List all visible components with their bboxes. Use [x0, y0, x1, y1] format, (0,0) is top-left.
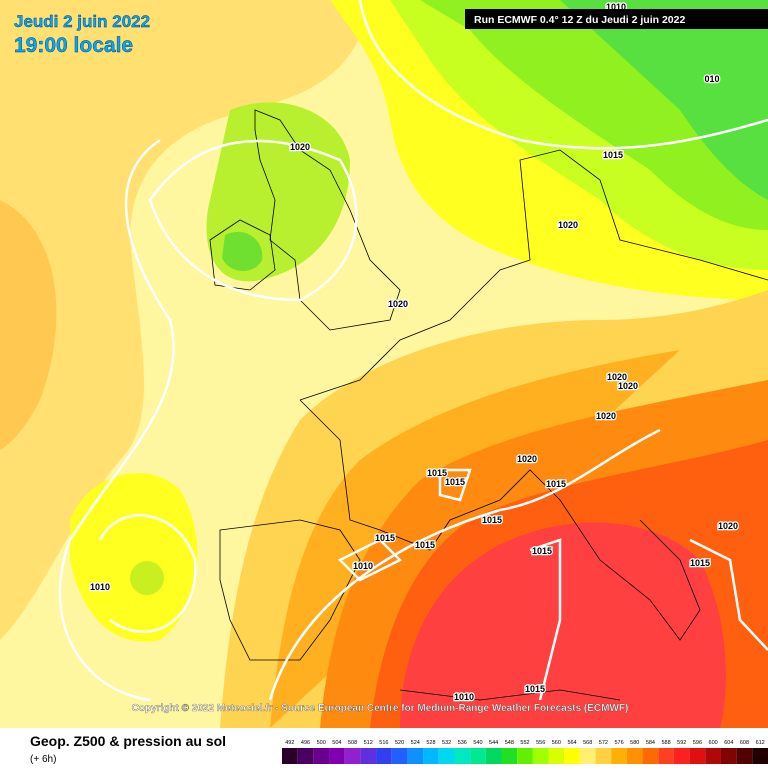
isobar-label: 1015 — [546, 479, 566, 489]
scale-label: 592 — [677, 740, 686, 746]
scale-label: 612 — [756, 740, 765, 746]
isobar-label: 1010 — [353, 561, 373, 571]
scale-label: 508 — [348, 740, 357, 746]
isobar-labels: 1010010102010151020102010201020102010201… — [89, 1, 740, 704]
scale-label: 596 — [693, 740, 702, 746]
scale-label: 544 — [489, 740, 498, 746]
isobar-label: 010 — [704, 74, 719, 84]
scale-swatch — [391, 748, 408, 764]
scale-label: 576 — [614, 740, 623, 746]
scale-swatch — [282, 748, 298, 764]
isobar-label: 1010 — [454, 692, 474, 702]
scale-label: 520 — [395, 740, 404, 746]
scale-label: 548 — [505, 740, 514, 746]
copyright: Copyright © 2022 Meteociel.fr - Source E… — [132, 703, 629, 714]
scale-swatch — [360, 748, 377, 764]
isobar-label: 1015 — [375, 533, 395, 543]
scale-label: 556 — [536, 740, 545, 746]
scale-label: 552 — [520, 740, 529, 746]
isobar-label: 1020 — [290, 142, 310, 152]
scale-swatch — [485, 748, 502, 764]
local-time: 19:00 locale — [14, 34, 133, 57]
scale-label: 564 — [567, 740, 576, 746]
scale-swatch — [329, 748, 345, 764]
scale-label: 604 — [724, 740, 733, 746]
scale-label: 516 — [379, 740, 388, 746]
footer-title: Geop. Z500 & pression au sol — [30, 733, 226, 749]
map-field — [0, 0, 768, 728]
color-scale: 492 496 500 504 508 512 516 520 524 528 532 536 540 5… — [282, 740, 768, 764]
scale-label: 492 — [285, 740, 294, 746]
isobar-label: 1020 — [718, 521, 738, 531]
isobar-label: 1015 — [532, 546, 552, 556]
scale-label: 580 — [630, 740, 639, 746]
scale-label: 496 — [301, 740, 310, 746]
isobar-label: 1020 — [607, 372, 627, 382]
scale-swatch — [736, 748, 753, 764]
isobar-label: 1010 — [90, 582, 110, 592]
scale-label: 588 — [662, 740, 671, 746]
scale-swatch — [454, 748, 471, 764]
scale-swatch — [611, 748, 627, 764]
scale-label: 536 — [458, 740, 467, 746]
isobar-label: 1015 — [603, 150, 623, 160]
isobar-label: 1015 — [525, 684, 545, 694]
scale-swatch — [642, 748, 659, 764]
scale-swatch — [313, 748, 330, 764]
scale-swatch — [470, 748, 486, 764]
isobar-label: 1015 — [690, 558, 710, 568]
scale-swatch — [658, 748, 674, 764]
isobars — [58, 0, 768, 702]
scale-label: 584 — [646, 740, 655, 746]
isobar-label: 1020 — [517, 454, 537, 464]
scale-swatch — [297, 748, 314, 764]
scale-swatch — [407, 748, 424, 764]
scale-swatch — [720, 748, 737, 764]
scale-swatch — [579, 748, 596, 764]
scale-label: 532 — [442, 740, 451, 746]
scale-label: 568 — [583, 740, 592, 746]
scale-label: 524 — [411, 740, 420, 746]
scale-swatch — [673, 748, 690, 764]
isobar-label: 1020 — [618, 381, 638, 391]
footer-step: (+ 6h) — [30, 754, 56, 765]
isobar-label: 1015 — [482, 515, 502, 525]
isobar-label: 1015 — [445, 477, 465, 487]
scale-swatch — [689, 748, 706, 764]
isobar-label: 1015 — [427, 468, 447, 478]
date: Jeudi 2 juin 2022 — [14, 12, 150, 31]
isobar-label: 1020 — [388, 299, 408, 309]
coastlines — [209, 109, 768, 701]
scale-swatch — [517, 748, 533, 764]
scale-swatch — [626, 748, 643, 764]
scale-swatch — [705, 748, 721, 764]
scale-label: 572 — [599, 740, 608, 746]
scale-swatch — [376, 748, 392, 764]
scale-label: 600 — [709, 740, 718, 746]
scale-label: 504 — [332, 740, 341, 746]
scale-swatch — [344, 748, 361, 764]
isobar-label: 1020 — [596, 411, 616, 421]
scale-swatch — [438, 748, 455, 764]
scale-label: 500 — [317, 740, 326, 746]
scale-swatch — [595, 748, 612, 764]
scale-swatch — [752, 748, 768, 764]
scale-label: 608 — [740, 740, 749, 746]
scale-swatch — [532, 748, 549, 764]
isobar-label: 1015 — [415, 540, 435, 550]
scale-swatch — [423, 748, 439, 764]
run-box — [465, 9, 768, 29]
scale-label: 560 — [552, 740, 561, 746]
scale-label: 540 — [473, 740, 482, 746]
run-info: Run ECMWF 0.4° 12 Z du Jeudi 2 juin 2022 — [474, 14, 685, 26]
isobar-label: 1020 — [558, 220, 578, 230]
scale-swatch — [548, 748, 565, 764]
scale-label: 528 — [426, 740, 435, 746]
scale-swatch — [564, 748, 580, 764]
scale-swatch — [501, 748, 518, 764]
scale-label: 512 — [364, 740, 373, 746]
